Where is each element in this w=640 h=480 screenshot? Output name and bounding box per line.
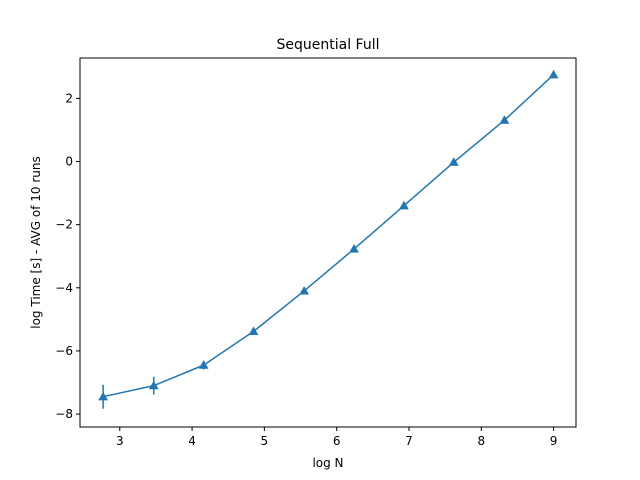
- series-line: [102, 74, 555, 398]
- x-tick-label: 9: [550, 434, 558, 448]
- plot-area: [98, 69, 559, 409]
- y-tick-label: 2: [65, 91, 73, 105]
- y-tick-label: −2: [55, 218, 73, 232]
- x-tick-label: 3: [116, 434, 124, 448]
- axes-frame: [79, 57, 577, 428]
- data-point: [98, 391, 109, 401]
- y-tick-label: −8: [55, 407, 73, 421]
- x-tick-label: 7: [405, 434, 413, 448]
- data-point: [148, 380, 159, 390]
- data-point: [448, 157, 459, 166]
- data-point: [548, 69, 559, 79]
- data-point: [299, 285, 310, 295]
- data-point: [499, 115, 510, 124]
- x-axis-title: log N: [312, 456, 343, 470]
- y-tick-label: −6: [55, 344, 73, 358]
- y-axis-title: log Time [s] - AVG of 10 runs: [29, 156, 43, 329]
- y-tick-label: 0: [65, 155, 73, 169]
- data-point: [349, 243, 359, 253]
- data-point: [198, 360, 209, 369]
- x-tick-label: 6: [333, 434, 341, 448]
- y-tick-label: −4: [55, 281, 73, 295]
- chart-title: Sequential Full: [277, 37, 380, 53]
- data-point: [248, 326, 259, 335]
- data-point: [398, 200, 409, 210]
- x-tick-label: 5: [261, 434, 269, 448]
- x-tick-label: 4: [188, 434, 196, 448]
- x-tick-label: 8: [477, 434, 485, 448]
